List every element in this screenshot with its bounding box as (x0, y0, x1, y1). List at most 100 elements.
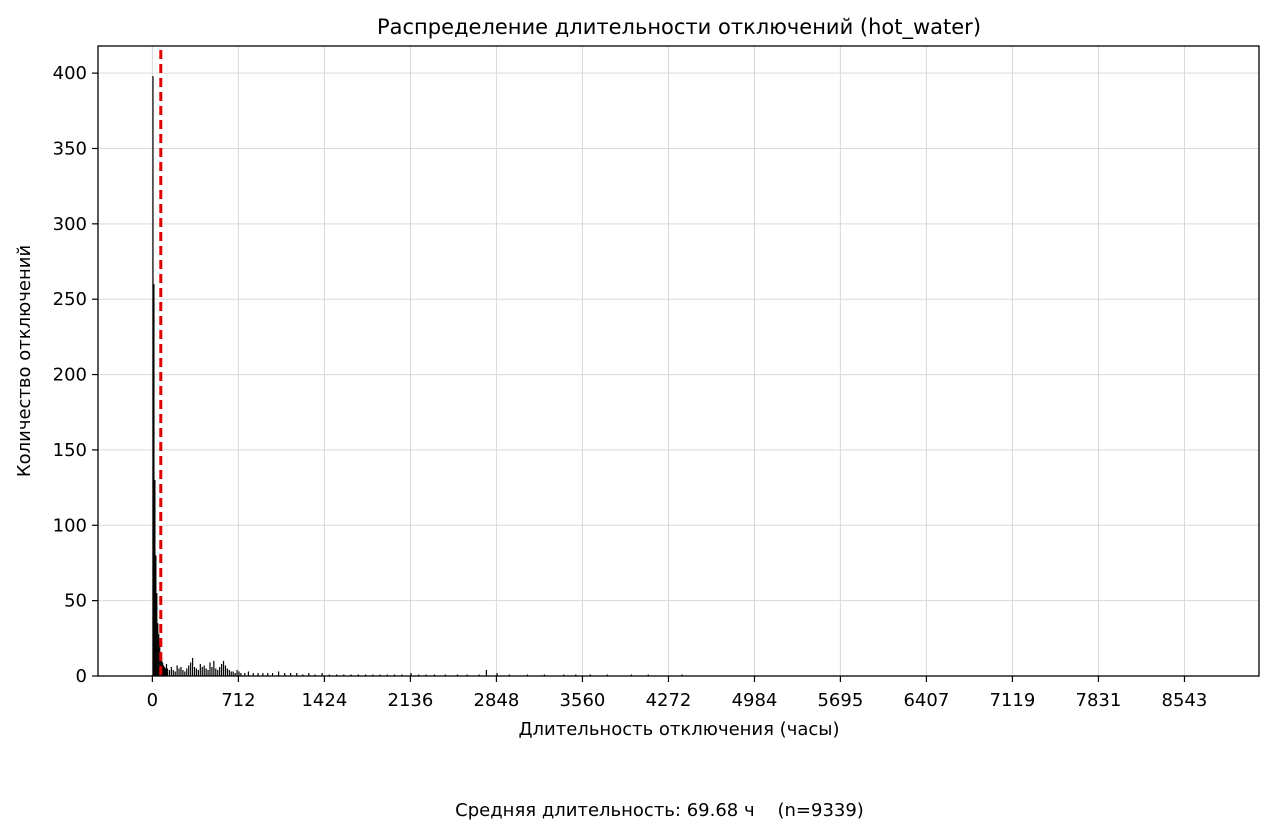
histogram-bar (267, 672, 269, 676)
histogram-bar (321, 672, 323, 676)
histogram-bar (217, 669, 219, 676)
histogram-bar (203, 665, 205, 676)
histogram-bar (379, 674, 381, 676)
histogram-bar (166, 668, 169, 676)
histogram-bar (232, 671, 234, 676)
histogram-bar (211, 666, 213, 676)
histogram-bar (168, 669, 170, 676)
histogram-bar (207, 669, 209, 676)
plot-area-frame (97, 45, 1260, 677)
histogram-bar (224, 665, 227, 676)
histogram-bar (647, 674, 649, 676)
histogram-bar (314, 674, 316, 676)
histogram-bar (543, 674, 545, 676)
histogram-bar (174, 671, 176, 676)
histogram-bar (401, 674, 403, 676)
histogram-bar (433, 674, 436, 676)
histogram-bar (195, 668, 198, 676)
histogram-bar (466, 674, 468, 676)
y-axis-label: Количество отключений (14, 245, 35, 477)
histogram-bar (444, 674, 446, 676)
histogram-bar (386, 674, 388, 676)
histogram-bar (278, 671, 280, 676)
x-tick-label: 2848 (474, 690, 520, 711)
histogram-bar (681, 674, 683, 676)
histogram-bar (350, 674, 352, 676)
histogram-bar (152, 76, 154, 676)
histogram-bar (172, 669, 174, 676)
histogram-bar (228, 669, 230, 676)
histogram-bar (630, 674, 632, 676)
x-tick-label: 4272 (646, 690, 692, 711)
y-tick-label: 150 (53, 440, 87, 461)
histogram-bar (478, 674, 480, 676)
histogram-bar (213, 660, 215, 676)
summary-caption: Средняя длительность: 69.68 ч (n=9339) (0, 800, 1275, 821)
histogram-bar (219, 666, 221, 676)
histogram-bar (296, 672, 298, 676)
chart-title: Распределение длительности отключений (h… (377, 15, 981, 40)
histogram-bar (456, 674, 459, 676)
x-tick-label: 7831 (1076, 690, 1122, 711)
y-tick-label: 400 (53, 63, 87, 84)
histogram-bar (335, 674, 338, 676)
y-axis-ticks: 0 50 100 150 200 250 300 350 400 (53, 63, 98, 687)
histogram-bars (152, 76, 683, 676)
x-tick-label: 4984 (732, 690, 778, 711)
x-axis-ticks: 0 712 1424 2136 2848 3560 4272 4984 5695 6407 7119… (147, 676, 1207, 711)
y-tick-label: 250 (53, 289, 87, 310)
x-tick-label: 7119 (990, 690, 1036, 711)
histogram-bar (343, 674, 345, 676)
histogram-bar (182, 669, 184, 676)
histogram-bar (496, 672, 498, 676)
x-tick-label: 712 (221, 690, 255, 711)
histogram-bar (252, 672, 254, 676)
histogram-bar (236, 669, 238, 676)
histogram-bar (190, 662, 192, 676)
histogram-bar (155, 555, 157, 676)
histogram-bar (238, 671, 240, 676)
histogram-bar (162, 665, 165, 676)
histogram-bar (393, 674, 396, 676)
histogram-bar (205, 668, 207, 676)
histogram-bar (262, 672, 264, 676)
histogram-bar (290, 672, 292, 676)
x-axis-label: Длительность отключения (часы) (518, 719, 839, 740)
histogram-bar (244, 672, 246, 676)
x-tick-label: 2136 (388, 690, 434, 711)
histogram-bar (526, 674, 529, 676)
histogram-bar (508, 674, 510, 676)
y-tick-label: 300 (53, 214, 87, 235)
x-tick-label: 0 (147, 690, 158, 711)
histogram-bar (364, 674, 367, 676)
y-tick-label: 200 (53, 365, 87, 386)
histogram-bar (247, 671, 250, 676)
histogram-bar (153, 284, 155, 676)
histogram-bar (410, 672, 412, 676)
histogram-bar (197, 669, 199, 676)
histogram-bar (606, 674, 608, 676)
histogram-bar (372, 674, 374, 676)
sample-count-label: (n=9339) (777, 800, 864, 821)
histogram-bar (257, 672, 259, 676)
histogram-bar (222, 660, 225, 676)
histogram-bar (234, 672, 236, 676)
histogram-bar (186, 668, 188, 676)
grid (98, 46, 1259, 677)
histogram-bar (220, 663, 223, 676)
histogram-bar (230, 671, 232, 676)
histogram-bar (215, 668, 217, 676)
histogram-bar (176, 665, 178, 676)
histogram-bar (180, 666, 182, 676)
histogram-bar (154, 480, 156, 676)
histogram-bar (157, 623, 159, 676)
histogram-bar (240, 672, 242, 676)
mean-duration-label: Средняя длительность: 69.68 ч (455, 800, 755, 821)
histogram-bar (165, 663, 168, 676)
histogram-bar (191, 657, 194, 676)
histogram-bar (184, 671, 186, 676)
y-tick-label: 350 (53, 138, 87, 159)
histogram-bar (308, 672, 310, 676)
histogram-bar (328, 674, 330, 676)
